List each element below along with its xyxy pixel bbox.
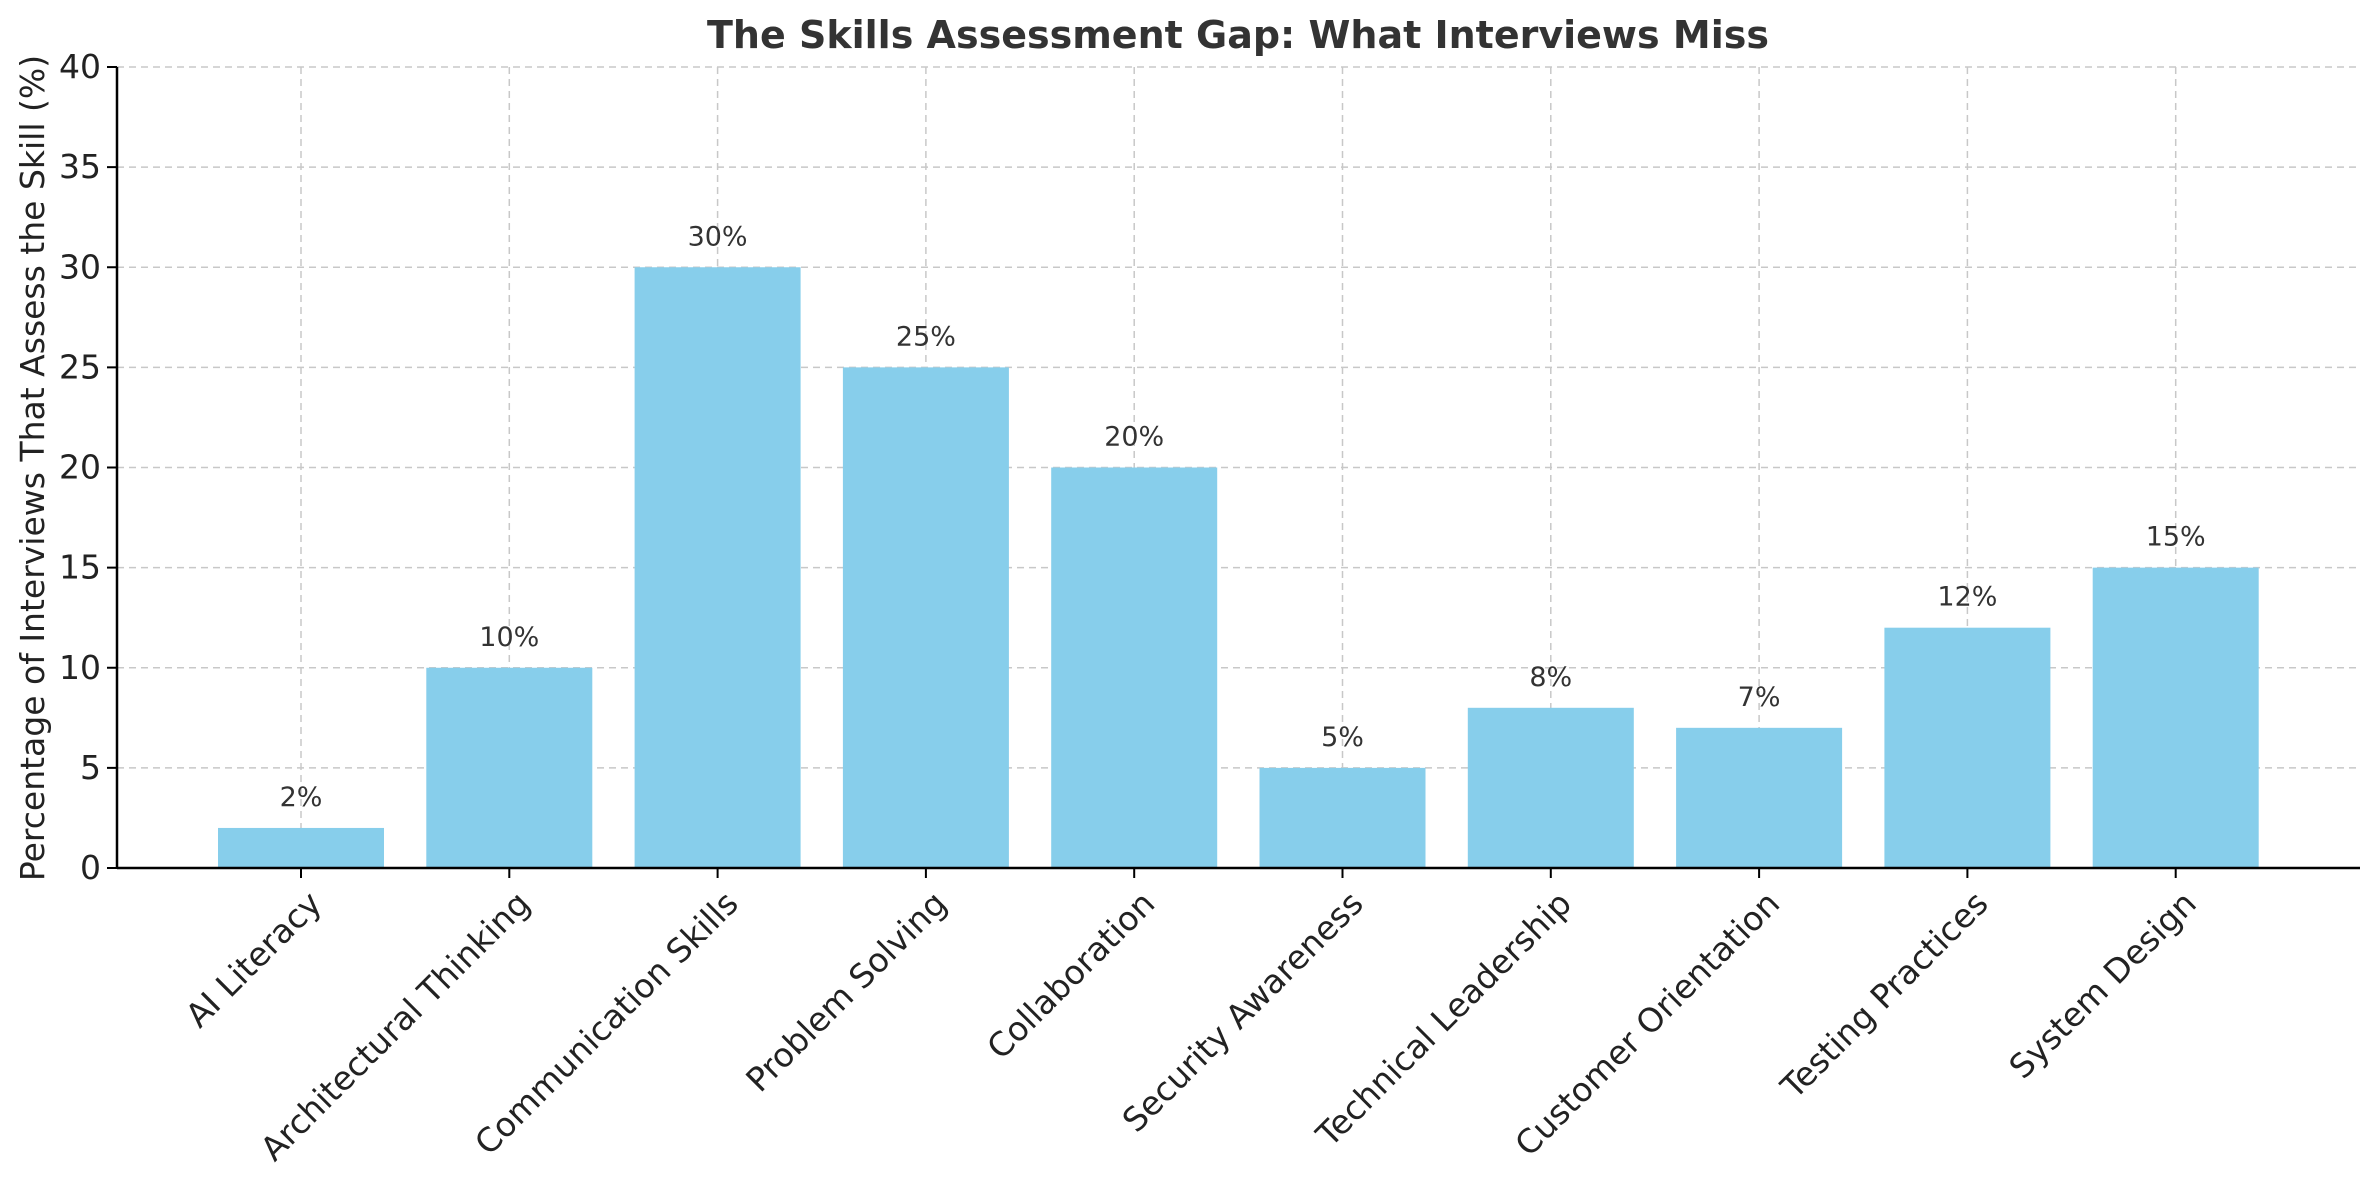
data-label: 30% <box>688 221 748 252</box>
x-tick-label: Problem Solving <box>738 884 954 1100</box>
y-axis-label: Percentage of Interviews That Assess the… <box>13 55 52 881</box>
y-tick-label: 20 <box>59 448 101 487</box>
data-label: 2% <box>280 782 323 813</box>
bar <box>842 367 1009 868</box>
bars-layer <box>218 267 2259 868</box>
bar <box>218 827 384 868</box>
y-tick-label: 10 <box>59 648 101 687</box>
x-tick-label: Security Awareness <box>1115 884 1371 1140</box>
bar <box>634 267 801 868</box>
grid-layer <box>117 66 2360 868</box>
bar <box>1259 767 1426 868</box>
x-tick-label: Collaboration <box>979 884 1162 1067</box>
y-tick-label: 5 <box>80 748 101 787</box>
data-label: 8% <box>1529 662 1572 693</box>
data-labels-layer: 2% 10% 30% 25% 20% 5% 8% 7% 12% 15% <box>280 221 2206 813</box>
y-tick-label: 25 <box>59 347 101 386</box>
x-tick-label: Testing Practices <box>1772 884 1995 1107</box>
y-ticks-layer: 0 5 10 15 20 25 30 35 40 <box>59 47 117 887</box>
data-label: 25% <box>896 321 956 352</box>
data-label: 5% <box>1321 722 1364 753</box>
y-tick-label: 0 <box>80 848 101 887</box>
data-label: 12% <box>1937 582 1997 613</box>
bar <box>2092 567 2259 868</box>
chart-title: The Skills Assessment Gap: What Intervie… <box>707 13 1769 57</box>
y-tick-label: 40 <box>59 47 101 86</box>
data-label: 20% <box>1104 422 1164 453</box>
bar <box>1884 627 2051 868</box>
y-tick-label: 30 <box>59 247 101 286</box>
bar <box>1051 467 1218 868</box>
y-tick-label: 15 <box>59 548 101 587</box>
bar <box>1676 727 1843 868</box>
y-tick-label: 35 <box>59 147 101 186</box>
bar <box>1467 707 1634 868</box>
data-label: 15% <box>2146 522 2206 553</box>
data-label: 10% <box>479 622 539 653</box>
bar <box>426 667 593 868</box>
data-label: 7% <box>1738 682 1781 713</box>
x-tick-label: System Design <box>2001 884 2204 1087</box>
x-tick-label: AI Literacy <box>178 884 329 1035</box>
